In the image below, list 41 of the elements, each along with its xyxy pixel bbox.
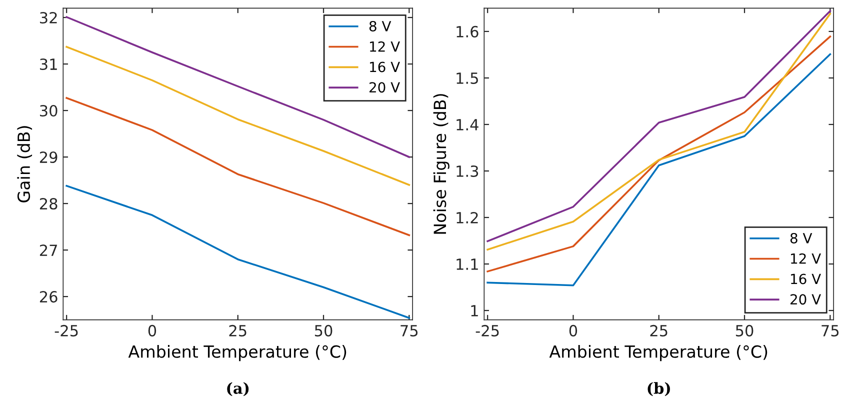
x-tick-label: 75 xyxy=(400,325,418,336)
x-axis-title: Ambient Temperature (°C) xyxy=(549,345,768,362)
x-tick-label: 25 xyxy=(650,324,668,336)
x-tick-label: 0 xyxy=(569,324,578,336)
y-tick-label: 26 xyxy=(40,291,58,303)
y-tick-label: 32 xyxy=(40,12,57,24)
legend-label: 12 V xyxy=(791,253,821,264)
y-tick-label: 1.2 xyxy=(456,212,478,224)
y-axis-title: Noise Figure (dB) xyxy=(433,94,450,234)
x-tick-label: -25 xyxy=(476,324,499,336)
text: (b) xyxy=(648,382,670,396)
legend-label: 16 V xyxy=(791,274,821,284)
y-tick-label: 30 xyxy=(40,104,58,117)
legend-label: 8 V xyxy=(790,232,812,244)
legend-label: 12 V xyxy=(370,41,400,52)
legend-label: 20 V xyxy=(370,82,400,93)
line-series xyxy=(66,97,410,236)
x-tick-label: -25 xyxy=(54,324,78,336)
legend-label: 16 V xyxy=(370,62,400,72)
legend-label: 8 V xyxy=(369,20,392,32)
line-series xyxy=(66,184,410,319)
y-tick-label: 31 xyxy=(40,58,57,70)
y-tick-label: 1.4 xyxy=(456,119,478,130)
legend-label: 20 V xyxy=(790,294,821,305)
y-tick-label: 29 xyxy=(40,151,58,164)
text: (a) xyxy=(227,382,249,396)
x-axis-title: Ambient Temperature (°C) xyxy=(128,345,346,362)
x-tick-label: 0 xyxy=(148,324,156,336)
y-tick-label: 1.6 xyxy=(456,26,478,38)
y-tick-label: 1.5 xyxy=(456,72,478,84)
y-tick-label: 28 xyxy=(40,198,58,210)
y-axis-title: Gain (dB) xyxy=(17,126,32,202)
x-tick-label: 50 xyxy=(314,324,332,336)
x-tick-label: 25 xyxy=(229,324,246,336)
y-tick-label: 1 xyxy=(471,305,478,316)
y-tick-label: 27 xyxy=(40,244,57,256)
x-tick-label: 50 xyxy=(736,324,754,336)
x-tick-label: 75 xyxy=(822,325,839,336)
y-tick-label: 1.3 xyxy=(456,165,478,177)
line-series xyxy=(66,16,410,158)
y-tick-label: 1.1 xyxy=(456,258,478,270)
